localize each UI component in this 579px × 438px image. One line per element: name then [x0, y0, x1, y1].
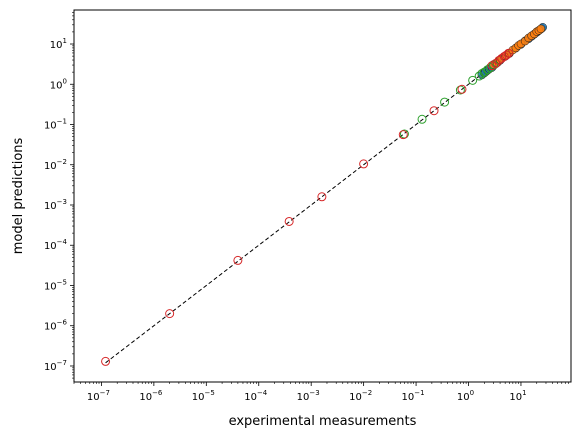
data-point — [317, 192, 327, 202]
y-tick-label: 10−7 — [44, 359, 67, 373]
data-point — [440, 97, 450, 107]
data-point — [468, 75, 478, 85]
plot-area — [101, 23, 547, 366]
data-point — [504, 48, 514, 58]
x-tick-label: 100 — [457, 389, 474, 403]
y-tick-label: 10−4 — [44, 238, 68, 252]
data-point — [233, 255, 243, 265]
y-tick-label: 101 — [50, 37, 67, 51]
data-point — [457, 84, 467, 94]
x-tick-label: 101 — [509, 389, 526, 403]
plot-frame — [73, 9, 572, 383]
data-point — [497, 53, 507, 63]
x-tick-label: 10−3 — [297, 389, 320, 403]
x-tick-label: 10−1 — [402, 389, 425, 403]
x-tick-label: 10−2 — [349, 389, 372, 403]
y-tick-label: 10−2 — [44, 158, 67, 172]
x-axis-label: experimental measurements — [229, 414, 417, 429]
series-2 — [489, 24, 546, 69]
series-3 — [399, 60, 499, 139]
data-point — [479, 67, 489, 77]
series-4 — [101, 48, 514, 366]
data-point — [417, 114, 427, 124]
x-tick-label: 10−7 — [87, 389, 110, 403]
data-point — [284, 216, 294, 226]
data-point — [165, 309, 175, 319]
y-tick-label: 10−3 — [44, 198, 67, 212]
data-point — [101, 356, 111, 366]
y-tick-label: 100 — [50, 77, 67, 91]
y-tick-label: 10−6 — [44, 319, 68, 333]
x-tick-label: 10−4 — [244, 389, 268, 403]
data-point — [398, 130, 408, 140]
data-point — [359, 159, 369, 169]
x-tick-label: 10−5 — [192, 389, 215, 403]
y-tick-label: 10−5 — [44, 278, 67, 292]
data-point — [429, 106, 439, 116]
data-point — [501, 50, 511, 60]
data-point — [536, 24, 546, 34]
data-point — [491, 58, 501, 68]
reference-line — [105, 27, 543, 364]
y-tick-label: 10−1 — [44, 118, 67, 132]
x-tick-label: 10−6 — [139, 389, 163, 403]
y-axis-label: model predictions — [11, 137, 26, 254]
